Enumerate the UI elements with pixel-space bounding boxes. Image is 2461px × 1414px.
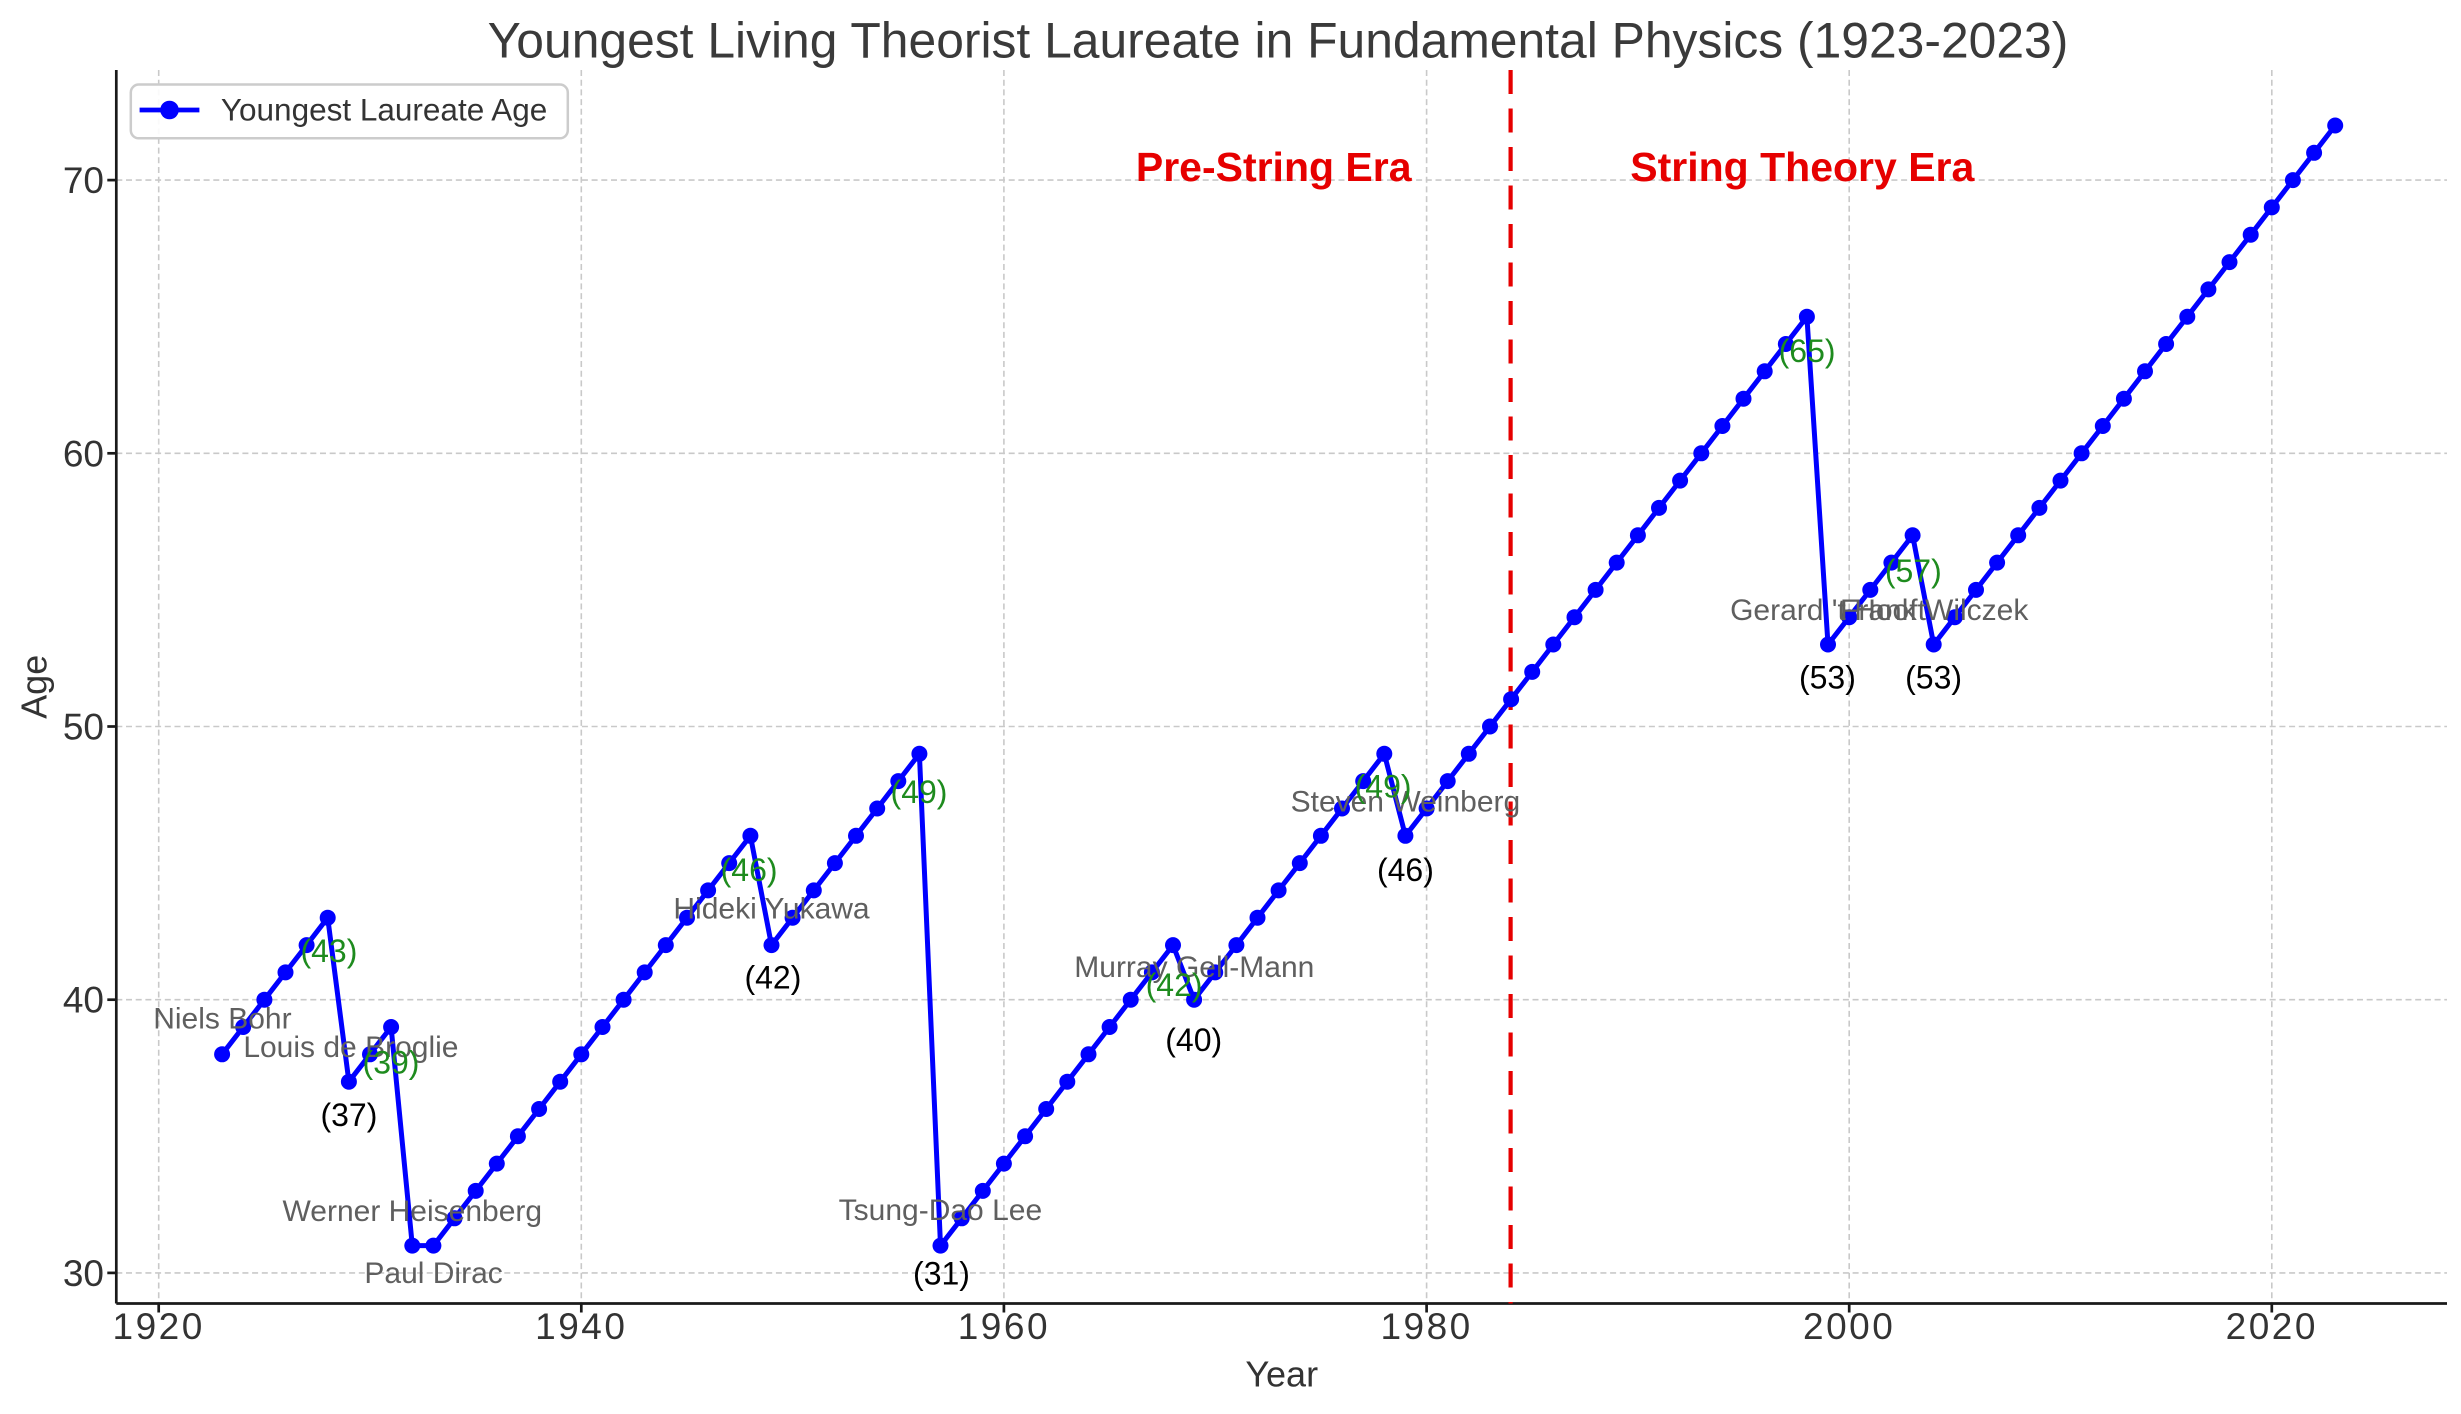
svg-text:(31): (31) [913, 1256, 970, 1292]
svg-text:1940: 1940 [535, 1306, 627, 1347]
svg-text:Paul Dirac: Paul Dirac [364, 1257, 502, 1290]
svg-text:Niels Bohr: Niels Bohr [153, 1002, 291, 1035]
svg-text:(42): (42) [744, 960, 801, 996]
svg-text:(49): (49) [1355, 769, 1412, 805]
svg-text:2000: 2000 [1803, 1306, 1895, 1347]
svg-text:(46): (46) [721, 852, 778, 888]
svg-text:Tsung-Dao Lee: Tsung-Dao Lee [839, 1194, 1042, 1227]
svg-text:Age: Age [14, 655, 55, 719]
svg-text:(42): (42) [1146, 967, 1203, 1003]
svg-text:1920: 1920 [113, 1306, 205, 1347]
svg-text:String Theory Era: String Theory Era [1630, 144, 1975, 190]
svg-text:(53): (53) [1799, 660, 1856, 696]
svg-text:(39): (39) [363, 1044, 420, 1080]
svg-text:Werner Heisenberg: Werner Heisenberg [283, 1195, 543, 1228]
svg-text:Youngest Living Theorist Laure: Youngest Living Theorist Laureate in Fun… [488, 13, 2069, 69]
svg-text:(46): (46) [1377, 852, 1434, 888]
svg-text:Youngest Laureate Age: Youngest Laureate Age [221, 92, 547, 128]
svg-text:Year: Year [1245, 1354, 1318, 1395]
svg-text:Frank Wilczek: Frank Wilczek [1840, 594, 2029, 627]
svg-text:60: 60 [63, 433, 104, 474]
svg-text:(57): (57) [1885, 553, 1942, 589]
svg-text:(49): (49) [891, 774, 948, 810]
svg-text:50: 50 [63, 707, 104, 748]
svg-text:Louis de Broglie: Louis de Broglie [243, 1031, 458, 1064]
svg-text:40: 40 [63, 980, 104, 1021]
svg-text:70: 70 [63, 160, 104, 201]
svg-text:(53): (53) [1905, 660, 1962, 696]
svg-text:(40): (40) [1165, 1022, 1222, 1058]
svg-text:(37): (37) [320, 1097, 377, 1133]
svg-text:Pre-String Era: Pre-String Era [1136, 144, 1413, 190]
svg-text:Steven Weinberg: Steven Weinberg [1291, 786, 1521, 819]
svg-text:30: 30 [63, 1253, 104, 1294]
svg-text:1980: 1980 [1380, 1306, 1472, 1347]
svg-text:(43): (43) [300, 933, 357, 969]
svg-text:1960: 1960 [958, 1306, 1050, 1347]
svg-text:Murray Gell-Mann: Murray Gell-Mann [1074, 951, 1314, 984]
svg-text:Hideki Yukawa: Hideki Yukawa [673, 892, 870, 925]
svg-text:Gerard 't Hooft: Gerard 't Hooft [1730, 594, 1926, 627]
svg-text:2020: 2020 [2226, 1306, 2318, 1347]
svg-text:(65): (65) [1779, 333, 1836, 369]
